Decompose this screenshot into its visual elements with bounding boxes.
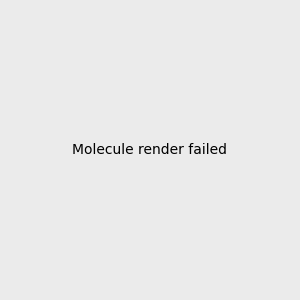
Text: Molecule render failed: Molecule render failed <box>73 143 227 157</box>
